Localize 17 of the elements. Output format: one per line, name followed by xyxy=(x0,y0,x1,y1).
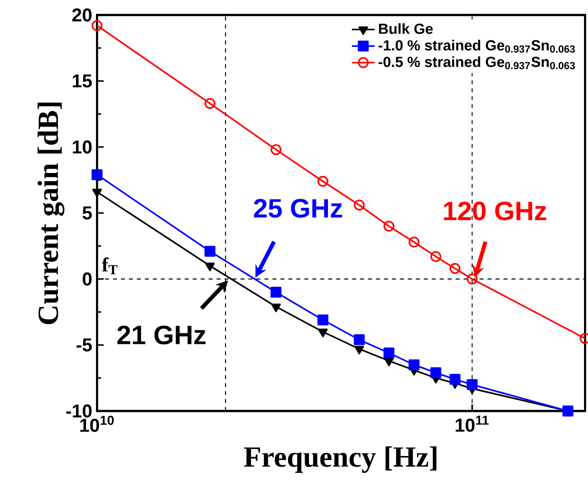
annotation: 120 GHz xyxy=(444,202,546,220)
y-tick-label: 10 xyxy=(72,140,92,154)
x-tick-label: 10$^{11}$ xyxy=(456,416,489,432)
annotation: 21 GHz xyxy=(117,326,206,344)
y-tick-label: -5 xyxy=(76,338,92,352)
y-tick-label: 15 xyxy=(72,74,92,88)
legend-label: Bulk Ge xyxy=(379,23,433,34)
x-axis-title: Frequency [Hz] xyxy=(244,446,436,473)
y-tick-label: 0 xyxy=(82,272,92,286)
ref-line-label: f$_{T}$ xyxy=(102,257,118,274)
y-tick-label: 20 xyxy=(72,8,92,22)
y-tick-label: -10 xyxy=(66,404,92,418)
legend-label: -1.0 % strained Ge$_{0.937}$Sn$_{0.063}$ xyxy=(378,40,575,53)
y-axis-title: Current gain [dB] xyxy=(38,102,64,324)
legend-label: -0.5 % strained Ge$_{0.937}$Sn$_{0.063}$ xyxy=(378,56,575,70)
annotation: 25 GHz xyxy=(254,198,342,218)
y-tick-label: 5 xyxy=(82,206,92,220)
